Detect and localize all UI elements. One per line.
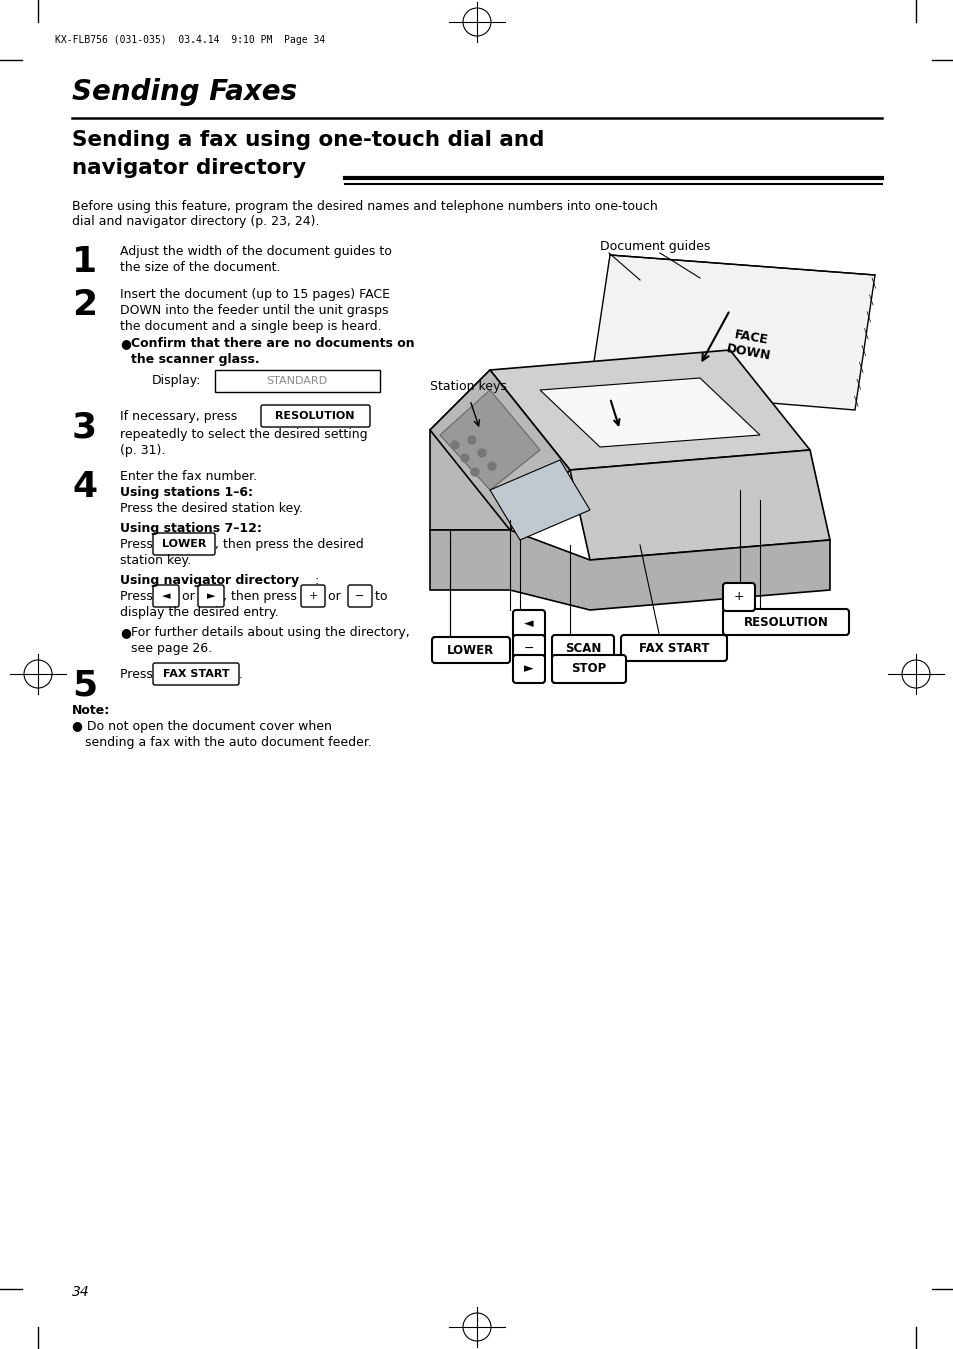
Polygon shape [490,349,809,469]
Text: ●: ● [120,626,131,639]
FancyBboxPatch shape [513,635,544,661]
Text: STANDARD: STANDARD [266,376,327,386]
Text: dial and navigator directory (p. 23, 24).: dial and navigator directory (p. 23, 24)… [71,214,319,228]
Text: Press: Press [120,668,156,681]
Polygon shape [430,370,569,530]
FancyBboxPatch shape [432,637,510,662]
Text: the scanner glass.: the scanner glass. [131,353,259,366]
Text: Press: Press [120,538,156,550]
Circle shape [451,441,458,449]
Text: 3: 3 [71,410,97,444]
Text: Sending Faxes: Sending Faxes [71,78,296,107]
Polygon shape [569,451,829,560]
Text: navigator directory: navigator directory [71,158,306,178]
Text: Press the desired station key.: Press the desired station key. [120,502,302,515]
Text: 2: 2 [71,287,97,322]
Polygon shape [430,370,569,530]
Text: Using stations 1–6:: Using stations 1–6: [120,486,253,499]
Text: to: to [371,590,387,603]
Text: repeatedly to select the desired setting: repeatedly to select the desired setting [120,428,367,441]
Text: ● Do not open the document cover when: ● Do not open the document cover when [71,720,332,733]
Polygon shape [589,255,874,410]
Text: +: + [733,591,743,603]
Circle shape [460,455,469,461]
Polygon shape [490,460,589,540]
Circle shape [488,461,496,469]
Text: Enter the fax number.: Enter the fax number. [120,469,257,483]
Text: Press: Press [120,590,156,603]
Text: or: or [324,590,344,603]
Text: ●: ● [120,337,131,349]
FancyBboxPatch shape [261,405,370,428]
Text: 5: 5 [71,668,97,701]
Text: 34: 34 [71,1286,90,1299]
Text: ◄: ◄ [523,618,534,630]
Text: the size of the document.: the size of the document. [120,260,280,274]
Text: Sending a fax using one-touch dial and: Sending a fax using one-touch dial and [71,130,544,150]
FancyBboxPatch shape [722,583,754,611]
Text: display the desired entry.: display the desired entry. [120,606,278,619]
Text: RESOLUTION: RESOLUTION [275,411,355,421]
Text: :: : [314,575,319,587]
Text: +: + [308,591,317,602]
Text: (p. 31).: (p. 31). [120,444,165,457]
FancyBboxPatch shape [513,610,544,638]
Circle shape [471,468,478,476]
Text: Insert the document (up to 15 pages) FACE: Insert the document (up to 15 pages) FAC… [120,287,390,301]
Text: LOWER: LOWER [162,540,206,549]
Text: Document guides: Document guides [599,240,710,254]
FancyBboxPatch shape [214,370,379,393]
Text: DOWN into the feeder until the unit grasps: DOWN into the feeder until the unit gras… [120,304,388,317]
FancyBboxPatch shape [152,585,179,607]
Text: see page 26.: see page 26. [131,642,212,656]
Text: sending a fax with the auto document feeder.: sending a fax with the auto document fee… [85,737,372,749]
Text: If necessary, press: If necessary, press [120,410,241,424]
Polygon shape [430,530,829,610]
FancyBboxPatch shape [620,635,726,661]
Text: 1: 1 [71,246,97,279]
FancyBboxPatch shape [552,656,625,683]
Circle shape [477,449,485,457]
Text: ►: ► [523,662,534,676]
FancyBboxPatch shape [152,533,214,554]
Text: −: − [523,642,534,654]
FancyBboxPatch shape [552,635,614,661]
Text: KX-FLB756 (031-035)  03.4.14  9:10 PM  Page 34: KX-FLB756 (031-035) 03.4.14 9:10 PM Page… [55,35,325,45]
FancyBboxPatch shape [301,585,325,607]
Text: Confirm that there are no documents on: Confirm that there are no documents on [131,337,415,349]
FancyBboxPatch shape [152,662,239,685]
Text: , then press the desired: , then press the desired [214,538,363,550]
Text: FAX START: FAX START [639,642,708,654]
Text: Note:: Note: [71,704,111,718]
FancyBboxPatch shape [722,608,848,635]
Text: STOP: STOP [571,662,606,676]
Text: SCAN: SCAN [564,642,600,654]
Text: or: or [178,590,198,603]
Text: −: − [355,591,364,602]
Text: Using navigator directory: Using navigator directory [120,575,299,587]
Text: , then press: , then press [223,590,300,603]
Text: Display:: Display: [152,374,201,387]
Text: Station keys: Station keys [430,380,506,393]
Circle shape [468,436,476,444]
Text: FACE
DOWN: FACE DOWN [724,328,774,363]
Text: 4: 4 [71,469,97,505]
Text: RESOLUTION: RESOLUTION [742,615,827,629]
FancyBboxPatch shape [513,656,544,683]
Text: LOWER: LOWER [447,643,494,657]
Text: Using stations 7–12:: Using stations 7–12: [120,522,262,536]
Text: FAX START: FAX START [163,669,229,679]
Text: .: . [239,668,243,681]
Text: station key.: station key. [120,554,191,567]
Polygon shape [439,390,539,490]
Text: Before using this feature, program the desired names and telephone numbers into : Before using this feature, program the d… [71,200,657,213]
Text: the document and a single beep is heard.: the document and a single beep is heard. [120,320,381,333]
FancyBboxPatch shape [348,585,372,607]
Text: Adjust the width of the document guides to: Adjust the width of the document guides … [120,246,392,258]
Polygon shape [539,378,760,447]
Text: ►: ► [207,591,215,602]
FancyBboxPatch shape [198,585,224,607]
Text: ◄: ◄ [162,591,170,602]
Text: For further details about using the directory,: For further details about using the dire… [131,626,410,639]
